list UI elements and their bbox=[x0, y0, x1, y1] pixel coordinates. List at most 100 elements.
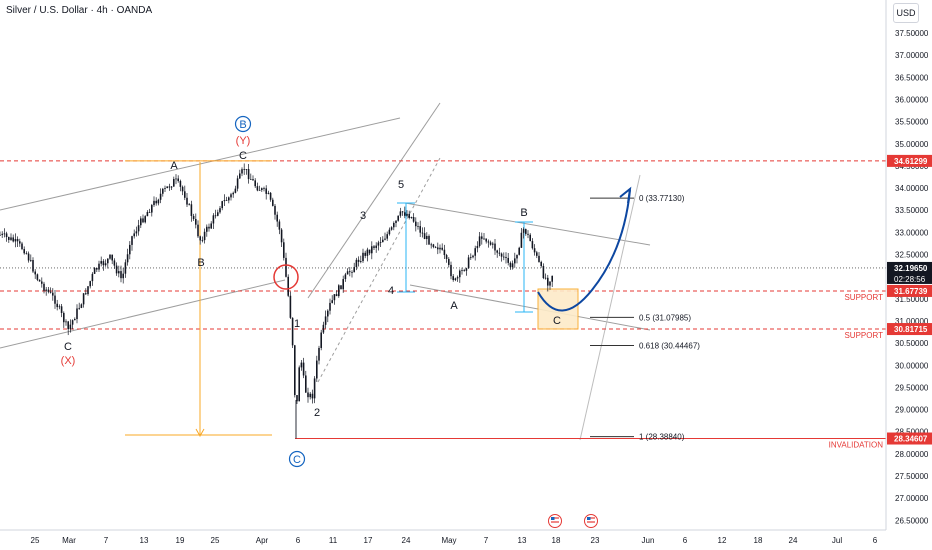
y-tick-label: 37.50000 bbox=[895, 29, 929, 38]
arrow-head bbox=[195, 428, 205, 438]
wave-circle bbox=[234, 115, 252, 133]
x-tick-label: 13 bbox=[518, 536, 527, 545]
candle-body bbox=[344, 274, 347, 280]
channel-line bbox=[404, 202, 651, 246]
y-tick-label: 28.00000 bbox=[895, 450, 929, 459]
candle-body bbox=[536, 252, 538, 256]
candle-body bbox=[375, 245, 377, 248]
candle-body bbox=[410, 217, 413, 218]
x-tick-label: 18 bbox=[552, 536, 561, 545]
wave-label-b: B bbox=[520, 207, 527, 219]
price-tag-value: 32.19650 bbox=[894, 264, 928, 273]
channel-line bbox=[317, 157, 441, 383]
candle-body bbox=[87, 286, 89, 295]
candle-body bbox=[379, 242, 382, 243]
candle-body bbox=[322, 324, 325, 333]
candle-body bbox=[485, 238, 487, 242]
candle-body bbox=[520, 232, 523, 248]
projection-line bbox=[579, 174, 641, 441]
time-axis[interactable]: 25 Mar 7 13 19 25 Apr 6 11 17 24 May 7 13 18 23 Jun 6 12 18… bbox=[0, 514, 886, 546]
price-tag bbox=[887, 284, 932, 297]
candle-body bbox=[272, 199, 274, 206]
candle-body bbox=[382, 239, 384, 243]
candle-body bbox=[69, 324, 72, 330]
x-tick-label: 13 bbox=[140, 536, 149, 545]
candle-body bbox=[133, 233, 135, 237]
candle-body bbox=[56, 303, 58, 308]
candle-body bbox=[509, 262, 512, 268]
us-flag-icon bbox=[548, 514, 562, 528]
candle-body bbox=[43, 283, 45, 291]
candle-body bbox=[60, 306, 63, 313]
candle-body bbox=[518, 247, 520, 255]
price-tag bbox=[887, 154, 932, 167]
wave-label-x: (X) bbox=[61, 355, 76, 367]
candle-body bbox=[492, 243, 494, 245]
currency-button[interactable]: USD bbox=[893, 3, 919, 23]
x-tick-label: 12 bbox=[718, 536, 727, 545]
candle-body bbox=[93, 268, 96, 274]
candle-body bbox=[294, 345, 296, 396]
candle-body bbox=[390, 227, 393, 230]
candle-body bbox=[230, 194, 232, 198]
candle-body bbox=[135, 231, 138, 234]
candle-body bbox=[481, 236, 483, 239]
x-tick-label: 25 bbox=[211, 536, 220, 545]
price-axis[interactable]: 37.50000 37.00000 36.50000 36.00000 35.50000… bbox=[829, 0, 932, 530]
candle-body bbox=[313, 378, 316, 399]
y-tick-label: 37.00000 bbox=[895, 51, 929, 60]
candle-body bbox=[547, 277, 549, 286]
candle-body bbox=[74, 319, 76, 321]
candle-body bbox=[470, 257, 472, 259]
candle-body bbox=[225, 200, 228, 201]
candle-body bbox=[212, 215, 215, 224]
candle-body bbox=[5, 233, 8, 238]
candle-body bbox=[377, 242, 380, 246]
candle-body bbox=[228, 197, 230, 201]
candle-body bbox=[236, 178, 239, 189]
candle-body bbox=[316, 360, 318, 379]
candle-body bbox=[459, 270, 461, 278]
candle-body bbox=[419, 226, 421, 233]
channel-line bbox=[409, 284, 651, 331]
candle-body bbox=[115, 265, 118, 274]
candle-body bbox=[309, 393, 311, 398]
candle-body bbox=[340, 285, 342, 290]
y-tick-label: 36.00000 bbox=[895, 95, 929, 104]
y-tick-label: 34.00000 bbox=[895, 184, 929, 193]
candle-body bbox=[159, 193, 162, 200]
x-tick-label: 23 bbox=[591, 536, 600, 545]
x-tick-label: May bbox=[441, 536, 456, 545]
candle-body bbox=[445, 255, 448, 259]
x-tick-label: 7 bbox=[104, 536, 109, 545]
candle-body bbox=[153, 200, 155, 206]
channel-line bbox=[0, 279, 286, 349]
x-tick-label: 7 bbox=[484, 536, 489, 545]
candle-body bbox=[448, 258, 450, 265]
wave-label-1: 1 bbox=[294, 318, 300, 330]
candle-body bbox=[21, 243, 23, 250]
wave-label-3: 3 bbox=[360, 210, 366, 222]
candle-body bbox=[487, 241, 490, 243]
candle-body bbox=[544, 277, 547, 279]
countdown: 02:28:56 bbox=[894, 275, 926, 284]
y-tick-label: 30.00000 bbox=[895, 361, 929, 370]
candle-body bbox=[364, 252, 366, 256]
candle-body bbox=[107, 258, 109, 264]
candle-body bbox=[58, 306, 61, 308]
candle-body bbox=[353, 267, 355, 273]
candle-body bbox=[175, 178, 177, 180]
candle-body bbox=[549, 281, 551, 286]
candle-body bbox=[71, 320, 74, 325]
candle-body bbox=[454, 278, 457, 281]
wave-annotations: A C B C (X) (Y) B 1 2 3 4 5 C A B C bbox=[61, 115, 632, 468]
candle-body bbox=[368, 249, 371, 254]
candle-body bbox=[104, 263, 107, 266]
candle-body bbox=[324, 316, 327, 325]
candle-body bbox=[168, 186, 171, 188]
candle-body bbox=[96, 268, 98, 270]
candle-body bbox=[113, 260, 116, 266]
candle-body bbox=[140, 218, 142, 226]
candle-body bbox=[111, 254, 113, 261]
